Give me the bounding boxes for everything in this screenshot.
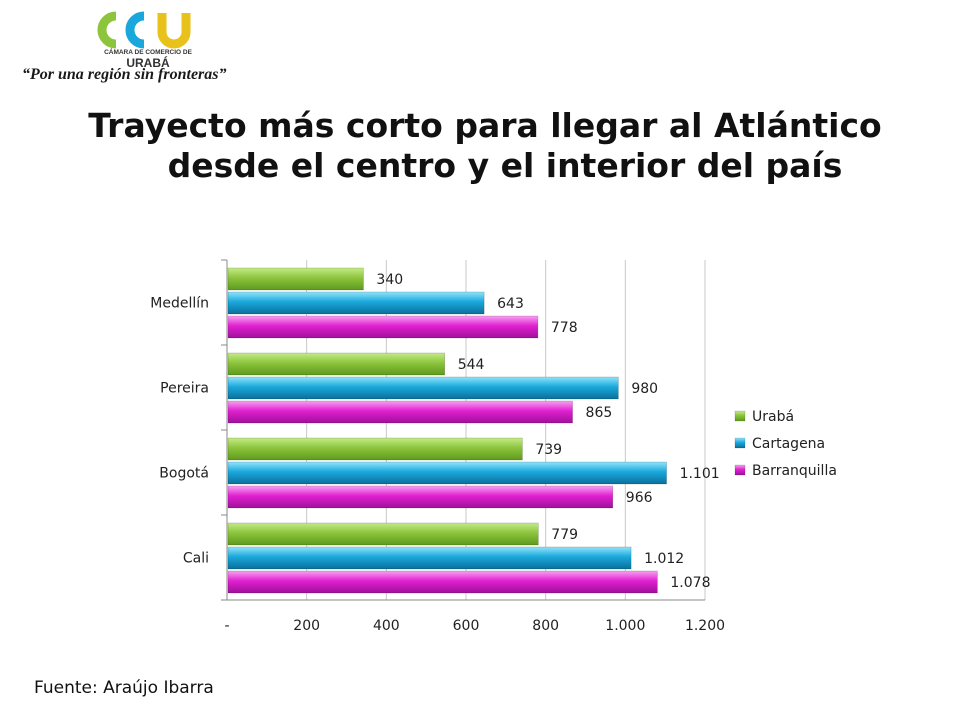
- bars: [227, 267, 667, 594]
- category-labels: Medellín Pereira Bogotá Cali: [150, 296, 209, 567]
- page-title: Trayecto más corto para llegar al Atlánt…: [40, 106, 930, 186]
- data-label: 778: [551, 320, 578, 336]
- bar-barranquilla: [227, 570, 658, 594]
- bar-uraba: [227, 352, 445, 376]
- x-tick-label: 1.200: [685, 618, 725, 634]
- bar-uraba: [227, 267, 364, 291]
- bar-chart: 340 643 778 544 980 865 739 1.101 966 779 1.012 1.0…: [150, 259, 837, 634]
- tagline: “Por una región sin fronteras”: [22, 66, 227, 83]
- category-label: Medellín: [150, 296, 209, 312]
- x-tick-label: 200: [293, 618, 320, 634]
- x-tick-labels: - 200 400 600 800 1.000 1.200: [224, 618, 725, 634]
- axes: [221, 259, 705, 601]
- logo-emblem-icon: [97, 11, 191, 49]
- bar-barranquilla: [227, 315, 539, 339]
- category-label: Cali: [183, 551, 209, 567]
- ccu-logo: CÁMARA DE COMERCIO DE URABÁ: [97, 11, 193, 70]
- legend-label: Cartagena: [752, 436, 825, 452]
- logo-org-text: CÁMARA DE COMERCIO DE: [104, 47, 193, 56]
- x-tick-label: 800: [532, 618, 559, 634]
- data-label: 739: [535, 442, 562, 458]
- legend-swatch-barranquilla: [734, 464, 746, 476]
- x-tick-label: 400: [373, 618, 400, 634]
- data-label: 1.101: [680, 466, 720, 482]
- data-label: 980: [631, 381, 658, 397]
- legend-swatch-cartagena: [734, 437, 746, 449]
- x-tick-label: 600: [453, 618, 480, 634]
- bar-barranquilla: [227, 400, 573, 424]
- data-label: 1.012: [644, 551, 684, 567]
- legend-label: Barranquilla: [752, 463, 837, 479]
- data-label: 966: [626, 490, 653, 506]
- bar-cartagena: [227, 376, 619, 400]
- bar-barranquilla: [227, 485, 614, 509]
- x-tick-label: -: [224, 618, 229, 634]
- title-line-2: desde el centro y el interior del país: [167, 146, 843, 185]
- title-line-1: Trayecto más corto para llegar al Atlánt…: [88, 106, 882, 145]
- category-label: Bogotá: [159, 466, 209, 482]
- bar-cartagena: [227, 461, 667, 485]
- data-label: 1.078: [670, 575, 710, 591]
- source-note: Fuente: Araújo Ibarra: [34, 678, 214, 698]
- legend: Urabá Cartagena Barranquilla: [734, 409, 837, 479]
- data-labels: 340 643 778 544 980 865 739 1.101 966 779 1.012 1.0…: [376, 272, 719, 591]
- data-label: 544: [458, 357, 485, 373]
- legend-label: Urabá: [752, 409, 794, 425]
- bar-uraba: [227, 522, 539, 546]
- bar-uraba: [227, 437, 523, 461]
- legend-swatch-uraba: [734, 410, 746, 422]
- category-label: Pereira: [160, 381, 209, 397]
- data-label: 340: [376, 272, 403, 288]
- data-label: 865: [586, 405, 613, 421]
- x-tick-label: 1.000: [605, 618, 645, 634]
- bar-cartagena: [227, 291, 485, 315]
- logo-region-text: URABÁ: [126, 55, 170, 70]
- bar-cartagena: [227, 546, 632, 570]
- data-label: 643: [497, 296, 524, 312]
- data-label: 779: [551, 527, 578, 543]
